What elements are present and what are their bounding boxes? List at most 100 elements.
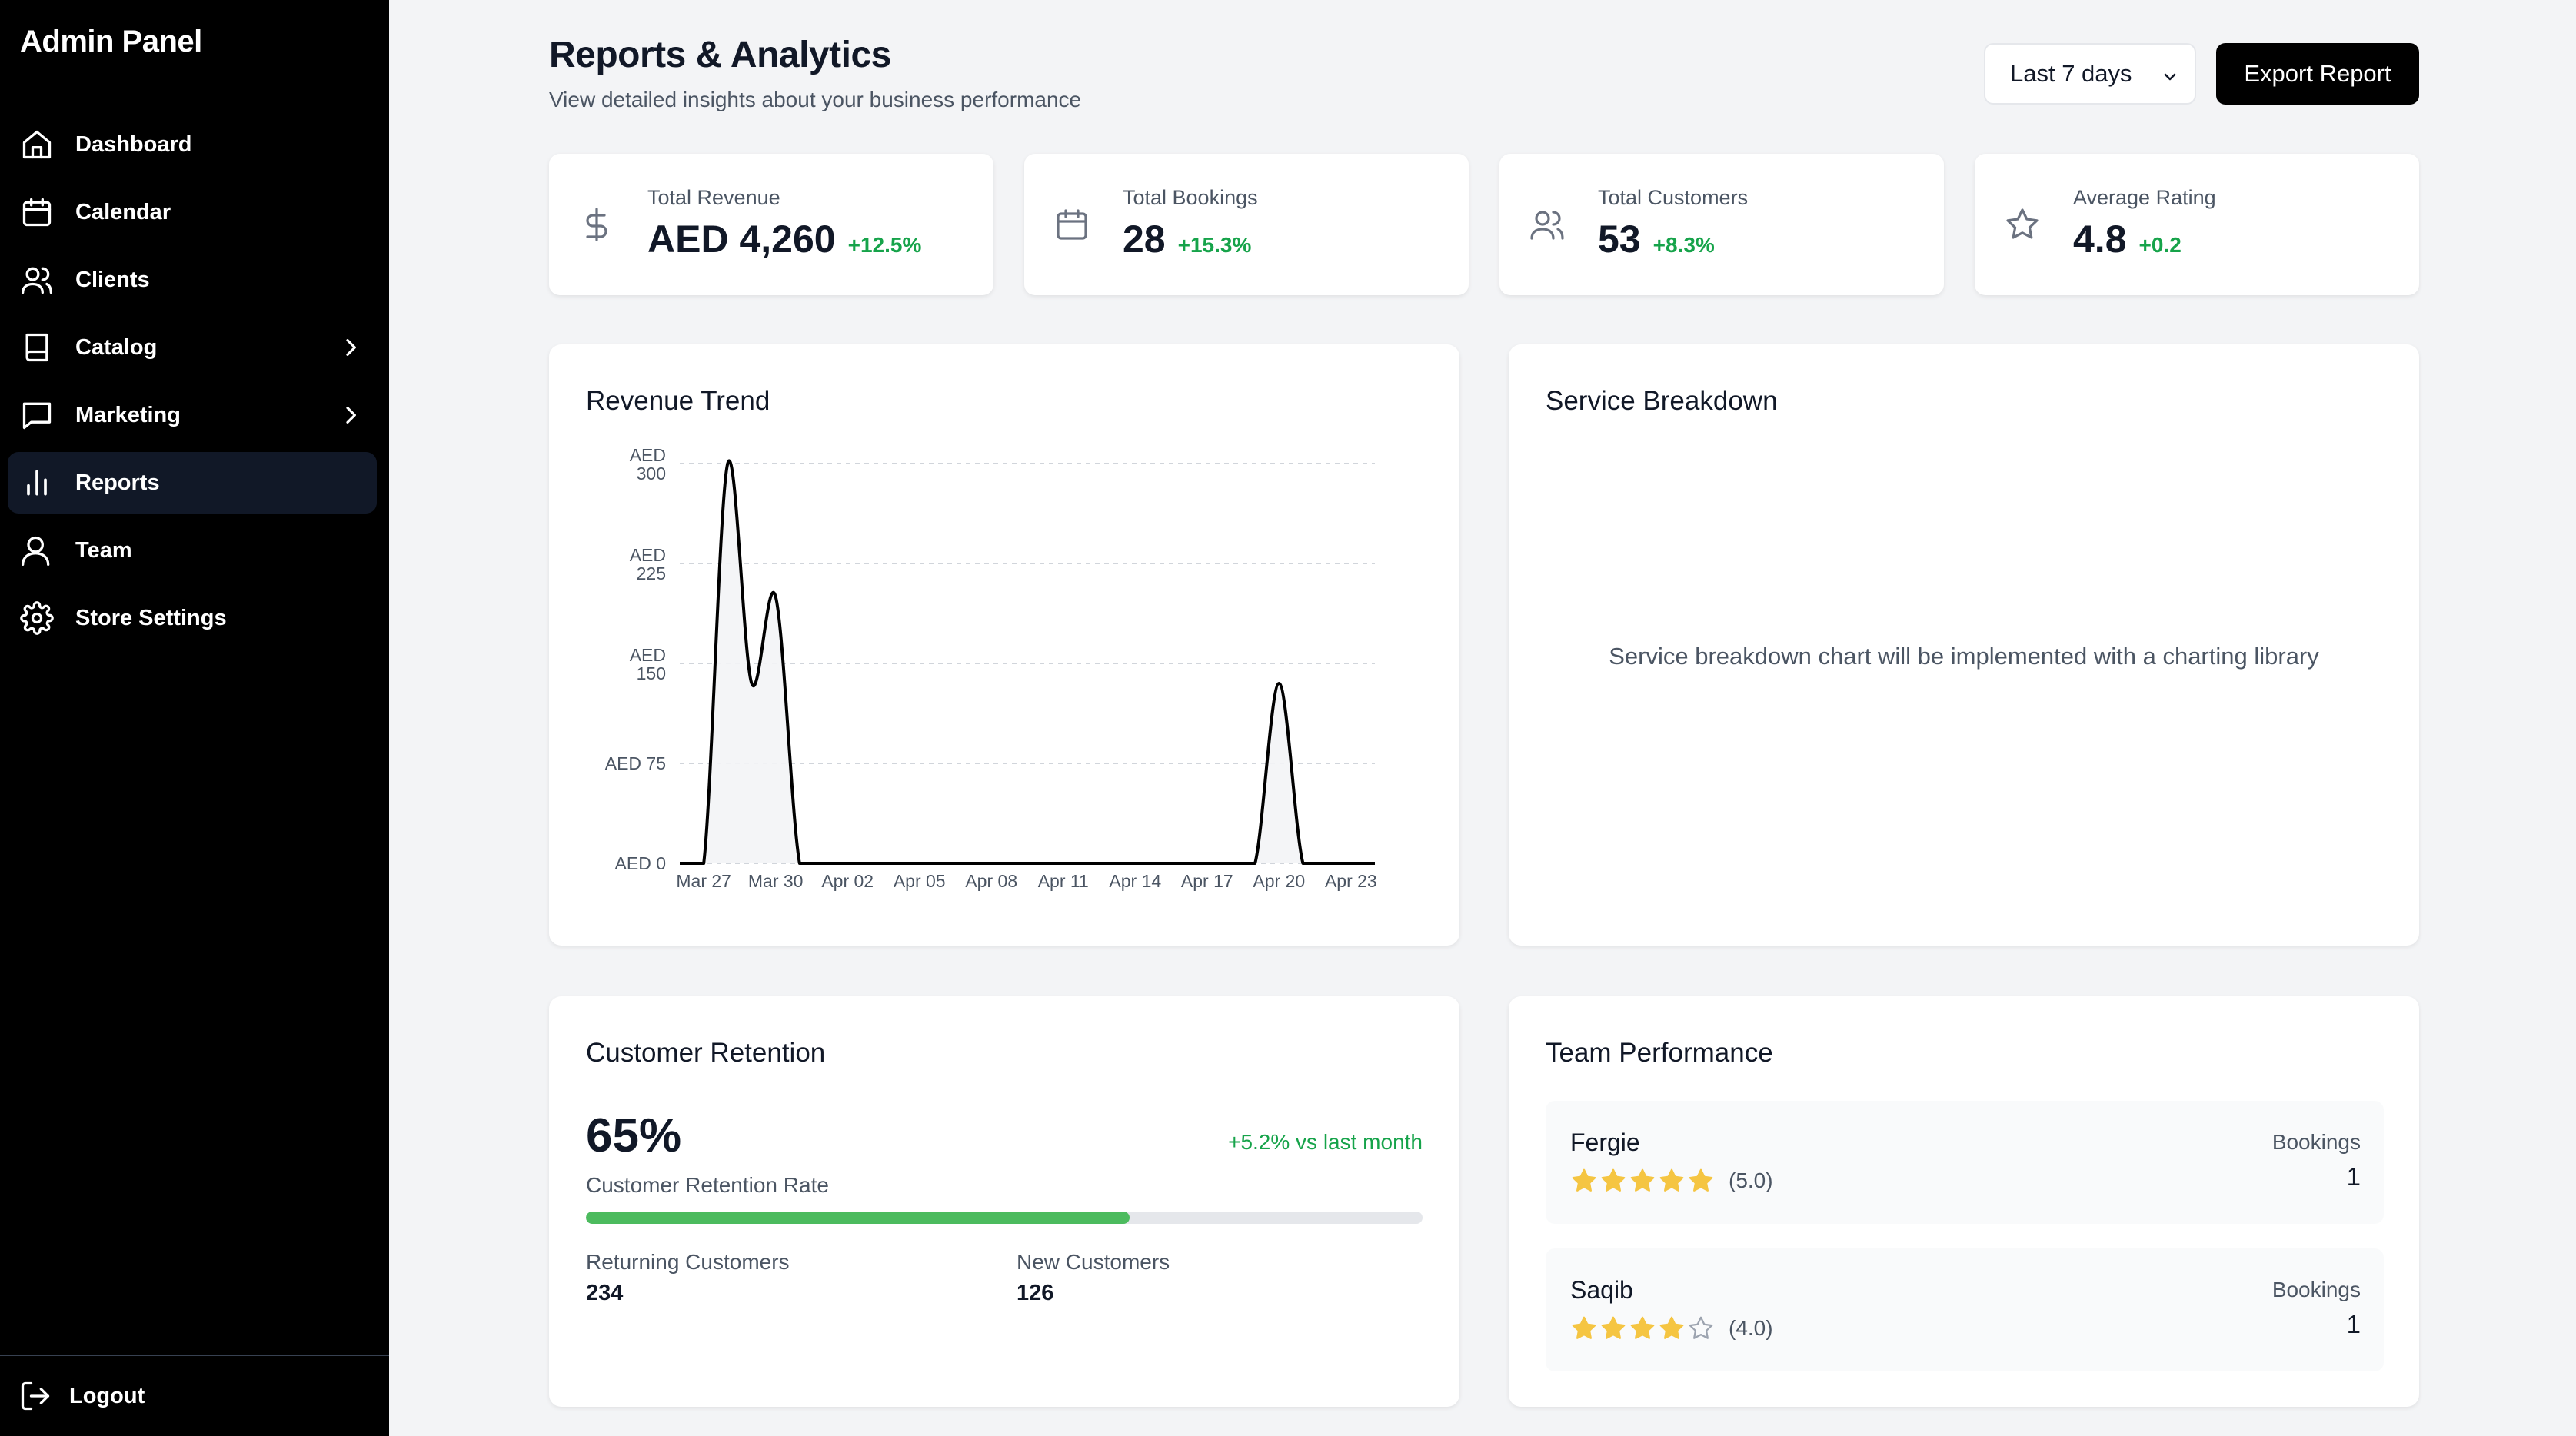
service-breakdown-placeholder: Service breakdown chart will be implemen… — [1609, 643, 2319, 670]
export-report-button[interactable]: Export Report — [2216, 43, 2419, 105]
stat-value: 28 — [1123, 218, 1166, 261]
star-filled-icon — [1689, 1168, 1713, 1192]
star-filled-icon — [1659, 1168, 1684, 1192]
revenue-trend-title: Revenue Trend — [586, 386, 770, 416]
stat-label: Total Customers — [1598, 186, 1749, 209]
star-empty-icon — [1689, 1316, 1713, 1339]
team-member-rating: (5.0) — [1570, 1167, 1773, 1195]
stat-value: 4.8 — [2073, 218, 2127, 261]
team-member-rating: (4.0) — [1570, 1315, 1773, 1342]
x-tick-label: Apr 02 — [821, 871, 874, 891]
y-tick-label: AED 225 — [630, 545, 666, 583]
period-select[interactable]: Last 7 days — [1984, 43, 2196, 105]
returning-customers-label: Returning Customers — [586, 1250, 790, 1274]
page-title: Reports & Analytics — [549, 35, 891, 75]
users-icon — [20, 263, 54, 297]
team-member-rating-text: (4.0) — [1729, 1316, 1773, 1340]
sidebar-item-catalog[interactable]: Catalog — [8, 317, 377, 378]
stat-change: +12.5% — [847, 233, 922, 257]
x-tick-label: Apr 17 — [1181, 871, 1233, 891]
calendar-icon — [20, 195, 54, 229]
star-filled-icon — [1630, 1168, 1655, 1192]
star-filled-icon — [1572, 1168, 1596, 1192]
x-tick-label: Apr 11 — [1038, 871, 1089, 891]
sidebar-item-reports[interactable]: Reports — [8, 452, 377, 514]
team-performance-panel: Team Performance Fergie (5.0) Bookings 1… — [1509, 996, 2419, 1407]
retention-rate-label: Customer Retention Rate — [586, 1173, 829, 1197]
book-icon — [20, 331, 54, 364]
sidebar: Admin Panel Dashboard Calendar Clients C… — [0, 0, 389, 1436]
sidebar-item-label: Calendar — [75, 199, 171, 224]
dollar-icon — [578, 206, 615, 243]
sidebar-item-label: Store Settings — [75, 605, 227, 630]
logout-button[interactable]: Logout — [18, 1379, 145, 1413]
logout-icon — [21, 1381, 50, 1411]
sidebar-item-label: Team — [75, 537, 132, 563]
service-breakdown-panel: Service Breakdown Service breakdown char… — [1509, 344, 2419, 946]
sidebar-nav: Dashboard Calendar Clients Catalog Ma — [8, 114, 377, 655]
y-tick-label: AED 0 — [615, 853, 666, 873]
stat-change: +15.3% — [1177, 233, 1252, 257]
y-tick-label: AED 75 — [605, 753, 666, 773]
revenue-series-line — [679, 459, 1375, 865]
logout-label: Logout — [69, 1383, 145, 1408]
stat-label: Total Revenue — [647, 186, 780, 209]
home-icon — [20, 128, 54, 161]
team-member-card: Saqib (4.0) Bookings 1 — [1546, 1248, 2384, 1371]
stat-change: +8.3% — [1652, 233, 1715, 257]
stat-label: Total Bookings — [1123, 186, 1258, 209]
chevron-down-icon — [2164, 73, 2176, 81]
x-tick-label: Mar 30 — [748, 871, 804, 891]
sidebar-item-team[interactable]: Team — [8, 520, 377, 581]
stat-card-customers: Total Customers 53 +8.3% — [1499, 154, 1944, 295]
star-filled-icon — [1572, 1316, 1596, 1339]
users-icon — [1529, 206, 1566, 243]
bar-chart-icon — [20, 466, 54, 500]
stat-card-rating: Average Rating 4.8 +0.2 — [1975, 154, 2419, 295]
brand-title: Admin Panel — [20, 25, 202, 58]
page-subtitle: View detailed insights about your busine… — [549, 88, 1082, 111]
retention-progress-fill — [586, 1212, 1130, 1224]
returning-customers-value: 234 — [586, 1281, 624, 1305]
chevron-right-icon — [346, 407, 356, 424]
customer-retention-title: Customer Retention — [586, 1038, 826, 1068]
sidebar-item-dashboard[interactable]: Dashboard — [8, 114, 377, 175]
team-member-name: Saqib — [1570, 1276, 1633, 1304]
x-tick-label: Apr 14 — [1109, 871, 1161, 891]
y-tick-label: AED 300 — [630, 445, 666, 484]
sidebar-item-label: Marketing — [75, 402, 181, 427]
retention-percent: 65% — [586, 1109, 682, 1162]
sidebar-item-clients[interactable]: Clients — [8, 249, 377, 311]
revenue-chart: AED 0 AED 75 AED 150 AED 225 AED 300 Mar 27 Mar 3… — [605, 445, 1377, 891]
star-icon — [2004, 206, 2041, 243]
sidebar-item-calendar[interactable]: Calendar — [8, 181, 377, 243]
x-tick-label: Apr 20 — [1253, 871, 1305, 891]
star-filled-icon — [1630, 1316, 1655, 1339]
message-square-icon — [20, 398, 54, 432]
team-member-name: Fergie — [1570, 1129, 1640, 1156]
stat-value: 53 — [1598, 218, 1641, 261]
calendar-icon — [1053, 206, 1090, 243]
chevron-right-icon — [346, 339, 356, 356]
sidebar-item-label: Clients — [75, 267, 150, 292]
bookings-value: 1 — [2346, 1162, 2361, 1191]
stat-value-row: 4.8 +0.2 — [2073, 217, 2182, 261]
star-filled-icon — [1601, 1316, 1626, 1339]
gear-icon — [20, 601, 54, 635]
star-filled-icon — [1601, 1168, 1626, 1192]
team-member-rating-text: (5.0) — [1729, 1168, 1773, 1192]
new-customers-label: New Customers — [1017, 1250, 1170, 1274]
stat-change: +0.2 — [2138, 233, 2182, 257]
revenue-area-fill — [680, 460, 1375, 863]
sidebar-item-marketing[interactable]: Marketing — [8, 384, 377, 446]
stat-card-bookings: Total Bookings 28 +15.3% — [1024, 154, 1469, 295]
star-filled-icon — [1659, 1316, 1684, 1339]
revenue-trend-panel: Revenue Trend AED 0 AED 75 AED 150 AED 225 AED… — [549, 344, 1459, 946]
x-tick-label: Mar 27 — [676, 871, 731, 891]
stat-label: Average Rating — [2073, 186, 2216, 209]
retention-change: +5.2% vs last month — [1228, 1130, 1423, 1154]
bookings-label: Bookings — [2271, 1130, 2361, 1154]
sidebar-item-store-settings[interactable]: Store Settings — [8, 587, 377, 649]
new-customers-value: 126 — [1017, 1281, 1054, 1305]
y-tick-label: AED 150 — [630, 645, 666, 683]
